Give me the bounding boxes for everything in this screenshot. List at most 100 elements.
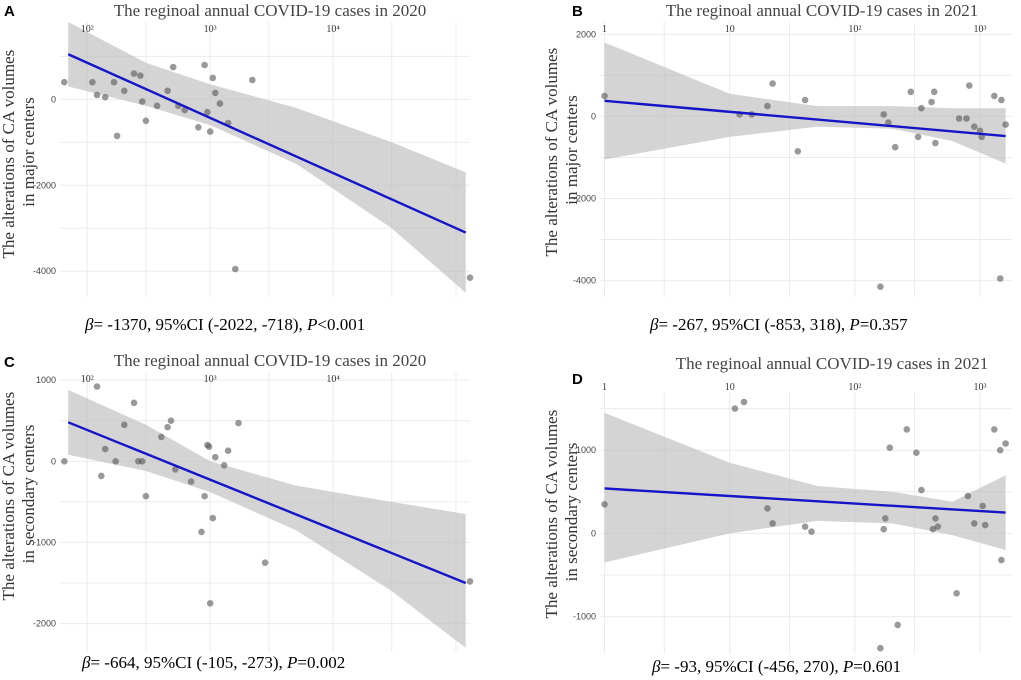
data-point bbox=[964, 492, 972, 500]
data-point bbox=[966, 82, 973, 89]
p-symbol: P bbox=[306, 315, 317, 334]
data-point bbox=[93, 91, 101, 99]
data-point bbox=[466, 274, 474, 282]
data-point bbox=[981, 521, 989, 529]
data-point bbox=[953, 590, 960, 597]
confidence-band bbox=[68, 22, 466, 293]
panel-d: D The reginoal annual COVID-19 cases in … bbox=[542, 354, 1012, 676]
p-symbol: P bbox=[842, 657, 853, 676]
x-tick-label: 10³ bbox=[974, 24, 987, 35]
y-tick-label: 0 bbox=[51, 456, 56, 466]
data-point bbox=[153, 102, 161, 110]
data-point bbox=[877, 644, 884, 652]
data-point bbox=[130, 70, 138, 77]
y-axis-label: The alterations of CA volumes in seconda… bbox=[0, 388, 38, 601]
data-point bbox=[996, 446, 1004, 454]
y-tick-label: -2000 bbox=[33, 619, 56, 629]
y-tick-label: -1000 bbox=[573, 612, 596, 622]
panel-a: A The reginoal annual COVID-19 cases in … bbox=[0, 1, 474, 334]
data-point bbox=[877, 283, 884, 291]
y-tick-label: 2000 bbox=[576, 29, 596, 39]
data-point bbox=[164, 87, 171, 95]
y-axis-label-line: The alterations of CA volumes bbox=[542, 410, 561, 619]
x-tick-label: 1 bbox=[602, 24, 607, 35]
data-point bbox=[903, 426, 911, 433]
regression-line bbox=[604, 99, 1006, 138]
y-tick-label: 1000 bbox=[36, 375, 56, 385]
data-point bbox=[98, 472, 105, 480]
data-point bbox=[121, 421, 128, 429]
data-point bbox=[142, 492, 150, 500]
data-point bbox=[172, 466, 179, 473]
x-tick-label: 10² bbox=[81, 24, 94, 35]
panel-title: The reginoal annual COVID-19 cases in 20… bbox=[114, 1, 427, 20]
data-point bbox=[880, 525, 887, 533]
data-point bbox=[929, 525, 937, 533]
data-point bbox=[769, 520, 776, 527]
data-point bbox=[212, 89, 219, 97]
beta-symbol: β bbox=[84, 315, 94, 334]
data-point bbox=[158, 433, 165, 441]
data-point bbox=[894, 621, 901, 629]
data-point bbox=[601, 501, 608, 508]
stats-text: = -267, 95%CI (-853, 318), bbox=[658, 315, 849, 334]
data-point bbox=[169, 63, 177, 71]
p-value: =0.002 bbox=[297, 653, 345, 672]
data-point bbox=[93, 383, 101, 390]
beta-symbol: β bbox=[651, 657, 661, 676]
y-tick-label: 0 bbox=[591, 111, 596, 121]
data-point bbox=[928, 98, 935, 106]
panel-b: B The reginoal annual COVID-19 cases in … bbox=[542, 1, 1012, 334]
data-point bbox=[209, 514, 217, 522]
data-point bbox=[918, 104, 925, 112]
data-point bbox=[930, 88, 938, 96]
confidence-band bbox=[68, 389, 466, 648]
data-point bbox=[206, 600, 214, 607]
x-tick-label: 10 bbox=[725, 382, 735, 393]
data-point bbox=[794, 148, 802, 155]
data-point bbox=[61, 78, 68, 86]
plot-area bbox=[60, 372, 474, 652]
y-tick-label: 0 bbox=[591, 528, 596, 538]
data-point bbox=[101, 445, 109, 453]
x-tick-label: 10² bbox=[848, 382, 861, 393]
panel-letter: C bbox=[4, 354, 15, 371]
y-axis-label-line: The alterations of CA volumes bbox=[0, 392, 18, 601]
data-point bbox=[130, 399, 138, 407]
regression-line bbox=[604, 487, 1006, 514]
data-point bbox=[209, 74, 217, 82]
y-axis-label: The alterations of CA volumes in major c… bbox=[542, 44, 581, 257]
stats-annotation: β= -267, 95%CI (-853, 318), P=0.357 bbox=[649, 315, 908, 334]
panel-title: The reginoal annual COVID-19 cases in 20… bbox=[676, 354, 989, 373]
y-tick-label: -2000 bbox=[573, 193, 596, 203]
stats-text: = -1370, 95%CI (-2022, -718), bbox=[93, 315, 307, 334]
data-point bbox=[740, 398, 748, 406]
stats-annotation: β= -1370, 95%CI (-2022, -718), P<0.001 bbox=[84, 315, 365, 334]
y-tick-label: -4000 bbox=[573, 276, 596, 286]
y-axis-label-line: in major centers bbox=[562, 95, 581, 205]
plot-area bbox=[600, 22, 1012, 297]
data-point bbox=[601, 92, 608, 100]
data-point bbox=[235, 419, 242, 427]
data-point bbox=[113, 132, 121, 140]
plot-area bbox=[60, 22, 474, 297]
data-point bbox=[1002, 121, 1009, 128]
x-tick-label: 10² bbox=[848, 24, 861, 35]
data-point bbox=[212, 453, 219, 461]
x-tick-label: 10³ bbox=[204, 374, 217, 385]
data-point bbox=[913, 449, 920, 457]
data-point bbox=[991, 92, 998, 100]
data-point bbox=[232, 265, 239, 273]
data-point bbox=[101, 93, 109, 101]
data-point bbox=[138, 98, 146, 105]
x-tick-label: 10 bbox=[725, 24, 735, 35]
stats-text: = -664, 95%CI (-105, -273), bbox=[90, 653, 287, 672]
data-point bbox=[137, 72, 144, 79]
panel-letter: B bbox=[572, 3, 583, 20]
p-value: =0.601 bbox=[853, 657, 901, 676]
data-point bbox=[955, 115, 963, 122]
y-axis-label: The alterations of CA volumes in major c… bbox=[0, 46, 38, 259]
y-axis-label-line: in secondary centers bbox=[19, 425, 38, 564]
panel-title: The reginoal annual COVID-19 cases in 20… bbox=[666, 1, 979, 20]
